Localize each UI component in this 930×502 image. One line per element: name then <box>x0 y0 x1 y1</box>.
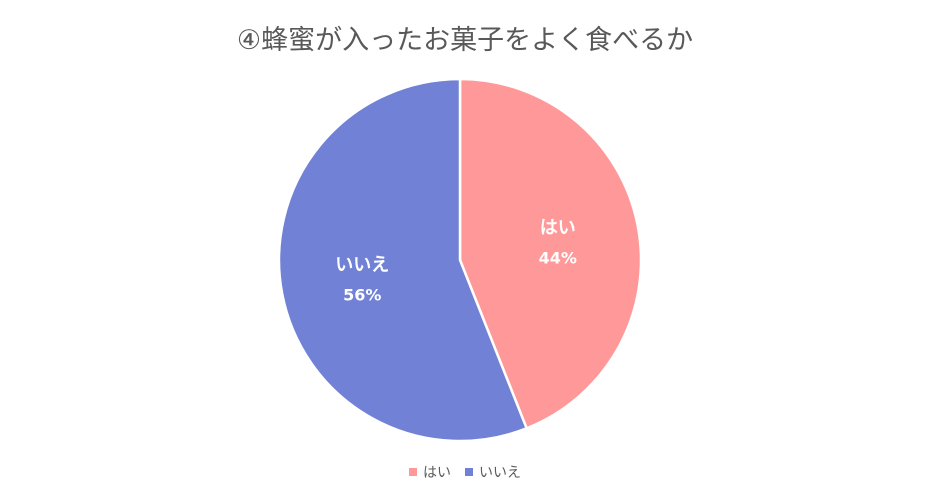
legend-swatch-hai <box>409 468 417 476</box>
legend-label-hai: はい <box>423 465 451 481</box>
pie-slice-iie[interactable] <box>277 77 529 443</box>
legend: はい いいえ <box>0 462 930 482</box>
legend-item-hai[interactable]: はい <box>409 462 451 482</box>
pie-slices <box>277 77 643 443</box>
legend-label-iie: いいえ <box>479 465 521 481</box>
slice-category-label-hai: はい <box>540 217 576 238</box>
slice-value-label-iie: 56% <box>343 286 381 305</box>
pie-slice-hai[interactable] <box>458 77 643 430</box>
legend-swatch-iie <box>465 468 473 476</box>
legend-item-iie[interactable]: いいえ <box>465 462 521 482</box>
pie-labels: はい 44% いいえ 56% <box>335 217 577 304</box>
chart-title: ④蜂蜜が入ったお菓子をよく食べるか <box>236 25 694 56</box>
slice-value-label-hai: 44% <box>539 248 577 267</box>
slice-category-label-iie: いいえ <box>335 255 389 276</box>
